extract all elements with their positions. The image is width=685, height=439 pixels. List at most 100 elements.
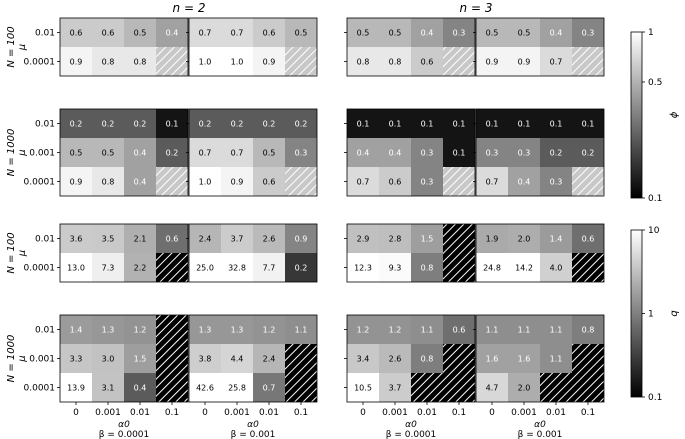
cell-value-label: 1.0	[199, 58, 212, 67]
y-tick-label: 0.001	[29, 149, 55, 159]
cell-value-label: 0.8	[102, 178, 115, 187]
heatmap-cell	[347, 18, 379, 47]
cell-value-label: 3.7	[231, 235, 244, 244]
heatmap-cell	[189, 315, 221, 344]
heatmap-cell	[540, 315, 572, 344]
heatmap-cell	[508, 109, 540, 138]
heatmap-cell	[443, 315, 475, 344]
cell-value-label: 0.9	[263, 58, 276, 67]
heatmap-cell	[508, 253, 540, 282]
heatmap-cell	[379, 109, 411, 138]
heatmap-cell	[253, 109, 285, 138]
heatmap-cell	[221, 167, 253, 196]
heatmap-panel: 1.9 2.0 1.4 0.6 24.8 14.2 4.0	[473, 223, 605, 283]
heatmap-panel: 0.5 0.5 0.4 0.3 0.9 0.9 0.7	[473, 17, 605, 77]
heatmap-cell	[253, 224, 285, 253]
cell-value-label: 0.2	[199, 120, 212, 129]
cell-value-label: 0.8	[134, 58, 147, 67]
heatmap-cell	[60, 253, 92, 282]
cell-value-label: 2.6	[389, 355, 402, 364]
cell-value-label: 1.3	[199, 326, 212, 335]
heatmap-cell-hatched	[285, 47, 317, 76]
heatmap-cell	[508, 315, 540, 344]
cell-value-label: 0.4	[134, 178, 147, 187]
cell-value-label: 1.1	[518, 326, 531, 335]
heatmap-cell	[285, 18, 317, 47]
heatmap-panel: 0.1 0.1 0.1 0.1 0.3 0.3 0.2 0.2 0.7 0.4 0.3	[473, 108, 605, 197]
cell-value-label: 0.9	[295, 235, 308, 244]
cell-value-label: 0.9	[518, 58, 531, 67]
heatmap-cell	[60, 138, 92, 167]
heatmap-cell	[347, 138, 379, 167]
heatmap-cell	[124, 18, 156, 47]
heatmap-cell	[476, 224, 508, 253]
heatmap-cell	[572, 109, 604, 138]
cell-value-label: 1.3	[102, 326, 115, 335]
heatmap-cell	[347, 373, 379, 402]
cell-value-label: 0.9	[70, 58, 83, 67]
heatmap-cell	[508, 47, 540, 76]
heatmap-cell	[60, 315, 92, 344]
heatmap-cell-hatched	[156, 253, 188, 282]
x-tick-label: 0	[489, 408, 495, 418]
heatmap-cell	[572, 224, 604, 253]
cell-value-label: 0.6	[166, 235, 179, 244]
column-header: n = 2	[173, 1, 206, 15]
heatmap-cell	[124, 315, 156, 344]
heatmap-cell	[476, 315, 508, 344]
cell-value-label: 0.6	[263, 178, 276, 187]
heatmap-cell	[443, 109, 475, 138]
cell-value-label: 25.8	[228, 384, 246, 393]
cell-value-label: 32.8	[228, 264, 246, 273]
heatmap-cell	[156, 18, 188, 47]
heatmap-cell	[347, 315, 379, 344]
colorbar-tick-label: 0.1	[648, 393, 662, 403]
cell-value-label: 0.2	[295, 120, 308, 129]
heatmap-cell	[411, 315, 443, 344]
cell-value-label: 0.8	[421, 355, 434, 364]
row-group-label: N = 1000	[6, 129, 17, 177]
cell-value-label: 2.9	[357, 235, 370, 244]
cell-value-label: 3.1	[102, 384, 115, 393]
heatmap-cell	[60, 109, 92, 138]
heatmap-cell	[411, 138, 443, 167]
heatmap-cell-hatched	[443, 373, 475, 402]
y-tick-label: 0.0001	[24, 178, 56, 188]
heatmap-cell	[411, 109, 443, 138]
panel-footer-label: β = 0.0001	[99, 430, 150, 439]
y-tick-label: 0.01	[35, 326, 55, 336]
cell-value-label: 0.6	[421, 58, 434, 67]
cell-value-label: 2.0	[518, 384, 531, 393]
heatmap-cell	[411, 18, 443, 47]
cell-value-label: 0.2	[102, 120, 115, 129]
cell-value-label: 0.3	[518, 149, 531, 158]
heatmap-cell	[60, 167, 92, 196]
cell-value-label: 0.5	[295, 29, 308, 38]
cell-value-label: 0.2	[166, 149, 179, 158]
heatmap-cell-hatched	[443, 344, 475, 373]
cell-value-label: 4.7	[486, 384, 499, 393]
heatmap-cell	[540, 47, 572, 76]
heatmap-cell	[285, 138, 317, 167]
row-group-label: N = 100	[6, 26, 17, 67]
heatmap-cell	[189, 344, 221, 373]
cell-value-label: 1.1	[550, 326, 563, 335]
cell-value-label: 0.2	[550, 149, 563, 158]
cell-value-label: 2.4	[199, 235, 212, 244]
cell-value-label: 0.6	[263, 29, 276, 38]
cell-value-label: 0.3	[486, 149, 499, 158]
heatmap-cell	[253, 138, 285, 167]
heatmap-cell	[124, 344, 156, 373]
cell-value-label: 2.8	[389, 235, 402, 244]
cell-value-label: 1.5	[134, 355, 147, 364]
heatmap-cell	[253, 47, 285, 76]
column-header: n = 3	[460, 1, 493, 15]
cell-value-label: 0.5	[263, 149, 276, 158]
heatmap-cell	[508, 373, 540, 402]
colorbar: 10 1 0.1 q	[630, 226, 680, 403]
cell-value-label: 0.5	[518, 29, 531, 38]
x-axis-label: α0	[118, 420, 130, 430]
heatmap-cell	[411, 224, 443, 253]
panel-footer-label: β = 0.001	[231, 430, 276, 439]
heatmap-cell	[443, 18, 475, 47]
